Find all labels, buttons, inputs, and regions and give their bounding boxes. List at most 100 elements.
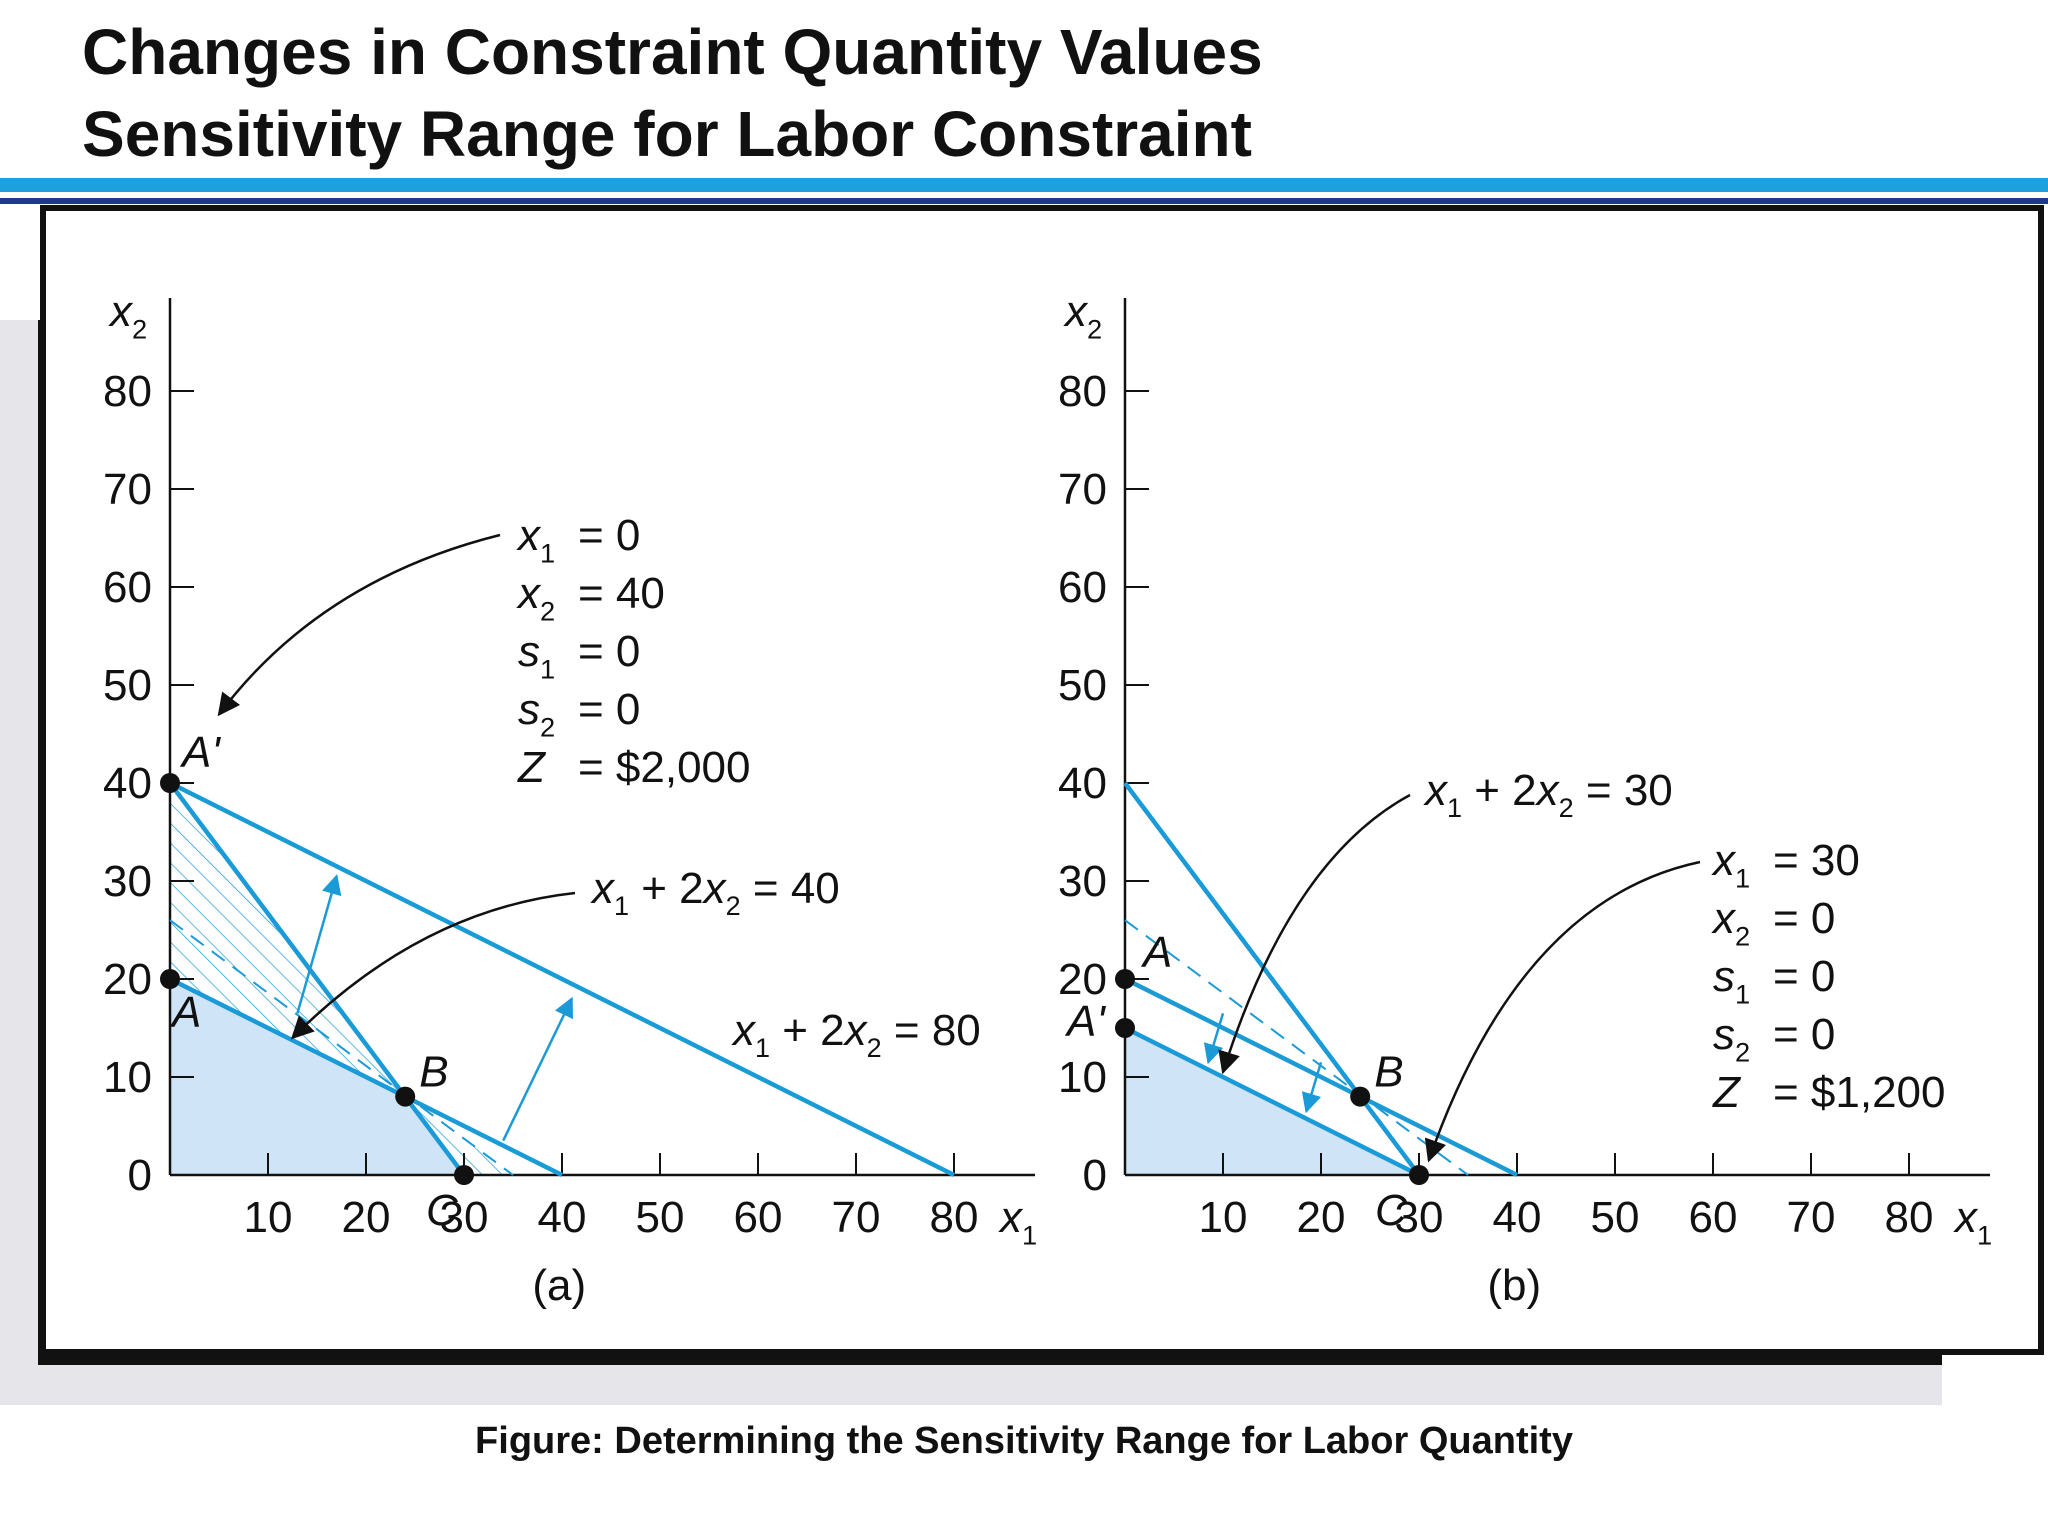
point-a: [1115, 969, 1135, 989]
x-tick-label: 20: [342, 1193, 391, 1242]
point-b: [395, 1086, 416, 1107]
header-rule-dark: [0, 198, 2048, 204]
line-label: x1 + 2x2 = 40: [590, 864, 840, 921]
y-tick-label: 30: [103, 857, 152, 906]
annotation-var: Z: [517, 743, 547, 792]
y-tick-label: 20: [103, 955, 152, 1004]
black-arrow: [290, 891, 576, 1040]
x-tick-label: 80: [930, 1193, 979, 1242]
x-tick-label: 50: [1591, 1193, 1640, 1242]
y-tick-label: 20: [1058, 955, 1107, 1004]
header-rule-light: [0, 178, 2048, 192]
constraint-line: [168, 781, 466, 1177]
point-label: B: [419, 1048, 448, 1097]
page-title-line-2: Sensitivity Range for Labor Constraint: [82, 98, 1252, 170]
x-tick-label: 10: [244, 1193, 293, 1242]
annotation-var: x2: [516, 569, 555, 626]
x-tick-label: 60: [734, 1193, 783, 1242]
y-tick-label: 10: [103, 1053, 152, 1102]
x-tick-label: 40: [1493, 1193, 1542, 1242]
annotation-value: = 0: [1773, 894, 1835, 943]
point-label: C: [426, 1186, 459, 1235]
annotation-var: s1: [518, 627, 555, 684]
y-tick-label: 70: [103, 465, 152, 514]
annotation-value: = 0: [578, 511, 640, 560]
dashed-line: [169, 919, 514, 1176]
x-tick-label: 70: [832, 1193, 881, 1242]
constraint-line: [1123, 781, 1421, 1177]
blue-arrow: [502, 996, 573, 1142]
point-label: A': [179, 728, 221, 777]
point-label: A: [1140, 928, 1172, 977]
blue-arrow: [1203, 1012, 1225, 1065]
page-title-line-1: Changes in Constraint Quantity Values: [82, 16, 1263, 88]
dashed-line: [1124, 919, 1469, 1176]
x-tick-label: 20: [1297, 1193, 1346, 1242]
black-arrow: [1218, 793, 1411, 1075]
annotation-var: x1: [516, 511, 555, 568]
figure-caption: Figure: Determining the Sensitivity Rang…: [475, 1420, 1573, 1462]
annotation-value: = $2,000: [578, 743, 751, 792]
point-b: [1350, 1086, 1371, 1107]
y-tick-label: 50: [1058, 661, 1107, 710]
annotation-var: Z: [1712, 1068, 1742, 1117]
x-tick-label: 30: [1395, 1193, 1444, 1242]
y-tick-label: 70: [1058, 465, 1107, 514]
annotation-var: s2: [518, 685, 555, 742]
panel-label: (a): [532, 1261, 586, 1310]
constraint-line: [1123, 976, 1519, 1178]
y-tick-label: 80: [1058, 367, 1107, 416]
annotation-value: = 0: [1773, 1010, 1835, 1059]
y-tick-label: 40: [1058, 759, 1107, 808]
constraint-line: [168, 780, 956, 1178]
y-tick-label: 40: [103, 759, 152, 808]
annotation-value: = 40: [578, 569, 665, 618]
point-label: A: [169, 988, 201, 1037]
point-a: [160, 969, 180, 989]
x-tick-label: 80: [1885, 1193, 1934, 1242]
line-label: x1 + 2x2 = 80: [731, 1006, 981, 1063]
annotation-value: = 30: [1773, 836, 1860, 885]
line-label: x1 + 2x2 = 30: [1423, 766, 1673, 823]
black-arrow: [1424, 860, 1701, 1163]
x-tick-label: 60: [1689, 1193, 1738, 1242]
x-axis-label: x1: [1953, 1193, 1992, 1250]
y-tick-label: 80: [103, 367, 152, 416]
panel-label: (b): [1487, 1261, 1541, 1310]
annotation-var: s1: [1713, 952, 1750, 1009]
y-tick-label: 0: [128, 1151, 152, 1200]
x-axis-label: x1: [998, 1193, 1037, 1250]
point-c: [1409, 1165, 1429, 1185]
y-tick-label: 0: [1083, 1151, 1107, 1200]
point-label: B: [1374, 1048, 1403, 1097]
blue-arrow: [1301, 1061, 1323, 1114]
y-tick-label: 30: [1058, 857, 1107, 906]
annotation-var: s2: [1713, 1010, 1750, 1067]
point-a-prime: [1115, 1018, 1135, 1038]
y-tick-label: 50: [103, 661, 152, 710]
annotation-var: x1: [1711, 836, 1750, 893]
point-a-prime: [160, 773, 180, 793]
y-tick-label: 10: [1058, 1053, 1107, 1102]
point-label: C: [1375, 1186, 1408, 1235]
blue-arrow: [296, 874, 342, 1014]
annotation-value: = 0: [578, 685, 640, 734]
y-axis-label: x2: [1063, 287, 1102, 344]
y-axis-label: x2: [108, 287, 147, 344]
x-tick-label: 30: [440, 1193, 489, 1242]
annotation-value: = 0: [578, 627, 640, 676]
black-arrow: [217, 533, 501, 717]
annotation-value: = $1,200: [1773, 1068, 1946, 1117]
x-tick-label: 40: [538, 1193, 587, 1242]
annotation-value: = 0: [1773, 952, 1835, 1001]
annotation-var: x2: [1711, 894, 1750, 951]
figure-frame-shadow-bottom: [38, 1355, 1942, 1365]
constraint-line: [1123, 1025, 1421, 1178]
y-tick-label: 60: [103, 563, 152, 612]
x-tick-label: 10: [1199, 1193, 1248, 1242]
y-tick-label: 60: [1058, 563, 1107, 612]
x-tick-label: 70: [1787, 1193, 1836, 1242]
